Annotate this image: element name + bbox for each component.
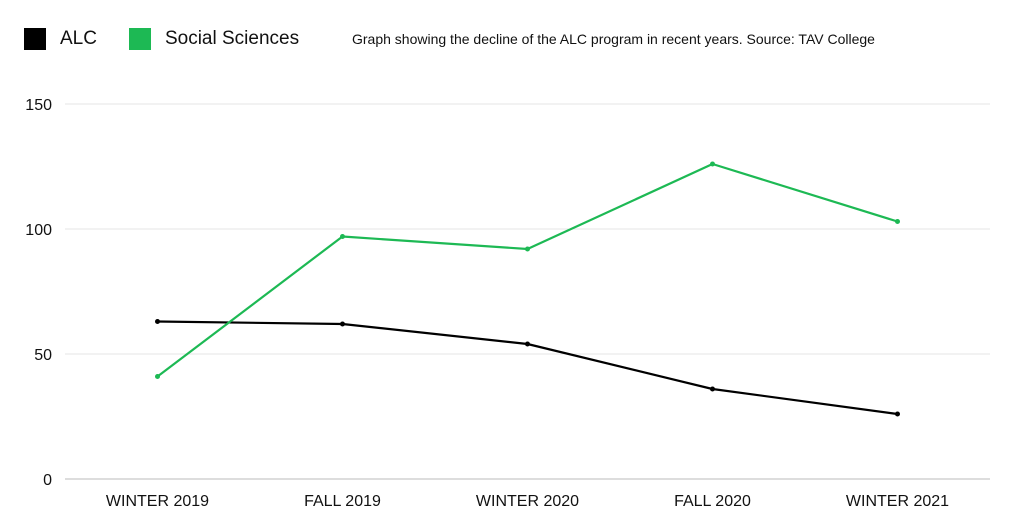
data-point-alc	[710, 386, 715, 392]
x-tick-label: WINTER 2019	[106, 493, 209, 510]
legend-label-alc: ALC	[60, 28, 97, 49]
x-tick-label: FALL 2019	[304, 493, 381, 510]
y-tick-label: 100	[25, 222, 52, 239]
x-tick-label: WINTER 2021	[846, 493, 949, 510]
data-point-alc	[525, 341, 530, 347]
legend: ALC Social Sciences	[24, 28, 331, 50]
legend-label-social-sciences: Social Sciences	[164, 28, 300, 49]
y-tick-label: 50	[34, 347, 52, 364]
data-point-social-sciences	[895, 219, 900, 224]
data-point-social-sciences	[155, 374, 160, 379]
data-point-alc	[155, 319, 160, 324]
data-point-social-sciences	[710, 161, 715, 167]
data-point-social-sciences	[525, 246, 530, 252]
x-tick-label: FALL 2020	[674, 493, 751, 510]
series-line-alc	[157, 320, 898, 416]
chart-title: Graph showing the decline of the ALC pro…	[352, 31, 875, 47]
x-tick-label: WINTER 2020	[476, 493, 579, 510]
legend-item-alc: ALC	[24, 28, 97, 50]
legend-swatch-social-sciences	[128, 28, 151, 50]
data-point-alc	[895, 411, 900, 417]
legend-swatch-alc	[24, 28, 46, 50]
data-point-alc	[340, 321, 345, 327]
y-tick-label: 0	[43, 472, 52, 489]
y-tick-label: 150	[25, 97, 52, 114]
data-point-social-sciences	[340, 234, 345, 239]
legend-item-social-sciences: Social Sciences	[128, 28, 300, 50]
